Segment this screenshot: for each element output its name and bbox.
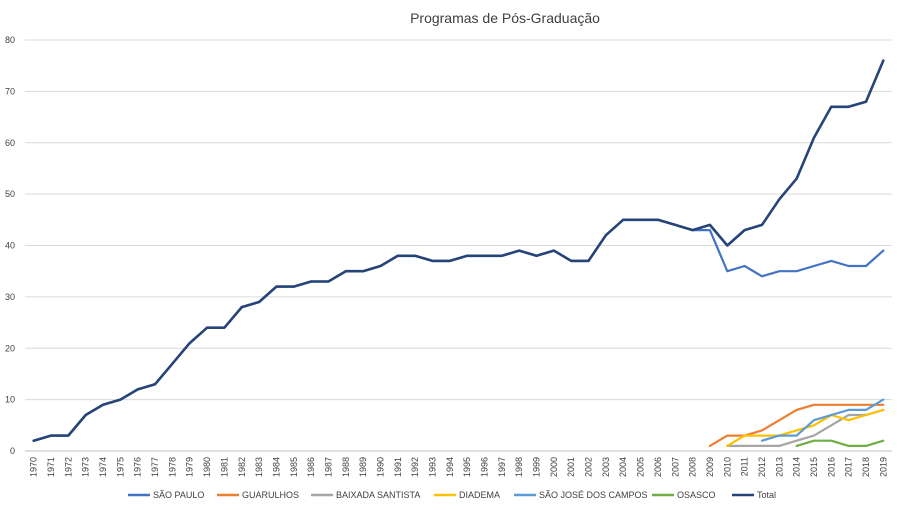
x-tick-label: 2002: [584, 457, 594, 477]
x-tick-label: 1982: [237, 457, 247, 477]
y-tick-label: 10: [5, 395, 15, 405]
x-tick-label: 2004: [618, 457, 628, 477]
legend-label-baixada-santista: BAIXADA SANTISTA: [336, 490, 420, 500]
x-axis: 1970 1971 1972 1973 1974 1975 1976 1977 1978 1979…: [29, 457, 889, 477]
x-tick-label: 1973: [81, 457, 91, 477]
x-tick-label: 1979: [185, 457, 195, 477]
legend-label-sao-jose-dos-campos: SÃO JOSÉ DOS CAMPOS: [539, 490, 648, 500]
x-tick-label: 1994: [445, 457, 455, 477]
x-tick-label: 1976: [133, 457, 143, 477]
x-tick-label: 2001: [566, 457, 576, 477]
y-tick-label: 70: [5, 86, 15, 96]
legend-label-diadema: DIADEMA: [459, 490, 500, 500]
x-tick-label: 1978: [167, 457, 177, 477]
series-line-osasco: [795, 439, 885, 447]
x-tick-label: 1990: [375, 457, 385, 477]
series-line-sao-jose-dos-campos: [760, 398, 885, 442]
x-tick-label: 1980: [202, 457, 212, 477]
y-tick-label: 80: [5, 35, 15, 45]
x-tick-label: 2009: [705, 457, 715, 477]
y-axis: 0 10 20 30 40 50 60 70 80: [5, 35, 15, 456]
x-tick-label: 1983: [254, 457, 264, 477]
y-tick-label: 40: [5, 241, 15, 251]
x-tick-label: 2016: [826, 457, 836, 477]
y-tick-label: 20: [5, 343, 15, 353]
x-tick-label: 1986: [306, 457, 316, 477]
x-tick-label: 1996: [480, 457, 490, 477]
legend-label-osasco: OSASCO: [677, 490, 716, 500]
x-tick-label: 1989: [358, 457, 368, 477]
x-tick-label: 2018: [861, 457, 871, 477]
x-tick-label: 2014: [792, 457, 802, 477]
x-tick-label: 2006: [653, 457, 663, 477]
legend-label-sao-paulo: SÃO PAULO: [153, 490, 204, 500]
x-tick-label: 2011: [740, 457, 750, 476]
x-tick-label: 1970: [29, 457, 39, 477]
x-tick-label: 1971: [46, 457, 56, 477]
x-tick-label: 2013: [774, 457, 784, 477]
x-tick-label: 2007: [670, 457, 680, 477]
legend: SÃO PAULO GUARULHOS BAIXADA SANTISTA DIADEM…: [128, 490, 776, 500]
x-tick-label: 2000: [549, 457, 559, 477]
x-tick-label: 1974: [98, 457, 108, 477]
x-tick-label: 1988: [341, 457, 351, 477]
series-line-baixada-santista: [726, 408, 885, 447]
x-tick-label: 1972: [63, 457, 73, 477]
x-tick-label: 2003: [601, 457, 611, 477]
x-tick-label: 1987: [323, 457, 333, 477]
x-tick-label: 1999: [532, 457, 542, 477]
x-tick-label: 2010: [722, 457, 732, 477]
legend-label-guarulhos: GUARULHOS: [242, 490, 299, 500]
x-tick-label: 1985: [289, 457, 299, 477]
chart-title: Programas de Pós-Graduação: [410, 10, 600, 26]
y-tick-label: 30: [5, 292, 15, 302]
legend-label-total: Total: [757, 490, 776, 500]
x-tick-label: 1977: [150, 457, 160, 477]
x-tick-label: 2017: [844, 457, 854, 477]
x-tick-label: 1981: [219, 457, 229, 477]
series-line-guarulhos: [708, 403, 885, 447]
gridlines: [25, 39, 892, 452]
x-tick-label: 1991: [393, 457, 403, 477]
x-tick-label: 2019: [878, 457, 888, 477]
plot-area: [32, 59, 885, 447]
x-tick-label: 2008: [688, 457, 698, 477]
x-tick-label: 1998: [514, 457, 524, 477]
x-tick-label: 1984: [271, 457, 281, 477]
series-line-total: [32, 59, 885, 443]
x-tick-label: 2012: [757, 457, 767, 477]
series-line-sao-paulo: [32, 218, 885, 442]
x-tick-label: 1997: [497, 457, 507, 477]
x-tick-label: 1993: [427, 457, 437, 477]
x-tick-label: 2015: [809, 457, 819, 477]
y-tick-label: 60: [5, 138, 15, 148]
y-tick-label: 50: [5, 189, 15, 199]
y-tick-label: 0: [10, 446, 15, 456]
x-tick-label: 2005: [636, 457, 646, 477]
x-tick-label: 1975: [115, 457, 125, 477]
x-tick-label: 1992: [410, 457, 420, 477]
x-tick-label: 1995: [462, 457, 472, 477]
